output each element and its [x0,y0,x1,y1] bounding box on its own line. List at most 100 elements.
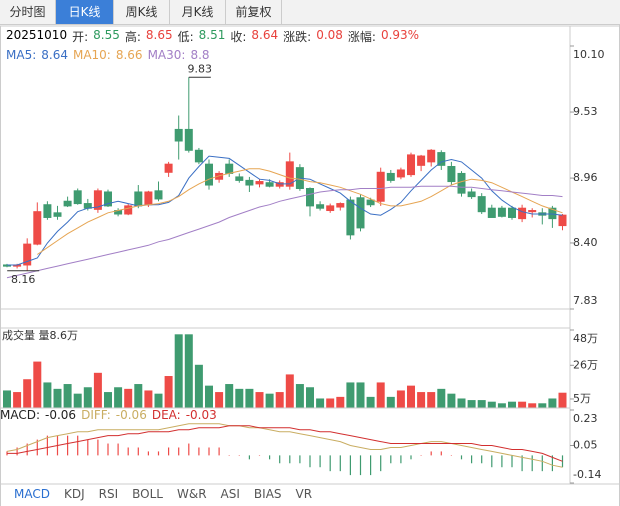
volume-bar [457,398,466,408]
volume-bar [174,334,183,408]
macd-bar [501,455,503,468]
macd-bar [168,447,170,456]
volume-bar [336,396,345,408]
tab[interactable]: 前复权 [226,0,282,24]
line-series [37,168,563,255]
candle-body [457,172,466,194]
volume-bar [447,393,456,408]
indicator-tab[interactable]: VR [295,487,313,501]
indicator-tab[interactable]: W&R [176,487,207,501]
macd-bar [117,443,119,456]
candle-body [396,169,405,178]
macd-bar [440,451,442,456]
macd-bar [87,439,89,456]
macd-bar [491,455,493,468]
line-series [6,423,563,468]
indicator-tab[interactable]: ASI [220,487,240,501]
macd-bar [450,455,452,456]
y-tick-label: 26万 [573,358,598,371]
volume-bar [43,382,52,408]
info-value: 8.65 [145,28,173,42]
candle-body [528,210,537,213]
line-series [7,155,563,266]
candle-body [437,152,446,166]
indicator-tabs: MACD KDJ RSI BOLL W&R ASI BIAS VR [14,487,312,501]
macd-bar [531,455,533,472]
legend-name: DIFF: [81,408,111,422]
line-series [6,185,563,279]
period-tabs: 分时图 日K线 周K线 月K线 前复权 [0,0,620,25]
volume-bar [346,382,355,408]
tab[interactable]: 分时图 [0,0,56,24]
candle-body [53,212,62,217]
volume-bar [477,400,486,408]
candle-body [285,161,294,187]
indicator-tab[interactable]: MACD [14,487,50,501]
macd-bar [329,455,331,472]
macd-bar [471,455,473,464]
macd-bar [228,455,230,456]
macd-bar [359,455,362,476]
macd-bar [269,455,271,460]
candle-body [104,191,112,207]
macd-bar [390,455,392,464]
candle-body [548,207,557,220]
candle-body [225,163,234,174]
candle-body [407,154,415,176]
volume-bar [255,392,264,408]
volume-bar [73,393,82,408]
candle-body [376,171,385,202]
macd-bar [460,455,463,460]
candle-body [467,191,476,198]
volume-bar [306,387,314,408]
volume-bar [366,396,375,408]
volume-bar [33,361,42,408]
indicator-tab[interactable]: RSI [98,487,119,501]
candle-body [427,149,436,163]
volume-bar [548,398,557,408]
date: 20251010 [6,28,68,42]
tab[interactable]: 日K线 [56,0,114,24]
candle-body [235,176,244,181]
volume-bar [235,388,244,408]
volume-bar [104,392,112,408]
y-tick-label: 0.23 [573,412,598,425]
volume-bar [63,384,72,408]
macd-bar [279,455,281,464]
legend-value: -0.03 [185,408,217,422]
legend-value: 8.64 [41,48,68,62]
macd-bar [380,455,382,472]
info-value: 8.51 [198,28,226,42]
macd-bar [420,455,422,456]
volume-bar [487,401,496,408]
volume-bar [245,388,254,408]
macd-bar [248,455,250,460]
candle-body [93,190,102,210]
tab[interactable]: 月K线 [170,0,226,24]
volume-bar [528,403,537,408]
info-row: 20251010 开: 8.55 高: 8.65 低: 8.51 收: 8.64 涨跌: 0.08 涨… [6,28,419,45]
indicator-tab[interactable]: BIAS [253,487,282,501]
tab[interactable]: 周K线 [114,0,170,24]
indicator-tab[interactable]: KDJ [63,487,85,501]
y-tick-label: -0.14 [573,468,601,481]
macd-legend: MACD: -0.06 DIFF: -0.06 DEA: -0.03 [0,408,217,422]
candle-body [366,199,375,206]
candle-body [497,207,506,217]
macd-bar [238,455,240,456]
volume-bar [225,384,234,408]
candle-body [194,149,203,163]
macd-bar [208,447,210,456]
legend-value: -0.06 [115,408,147,422]
candle-body [215,172,224,180]
candle-body [275,182,284,187]
volume-bar [407,385,415,408]
y-tick-label: 0.05 [573,439,598,452]
volume-bar [23,379,32,408]
volume-bar [497,403,506,408]
indicator-tab[interactable]: BOLL [132,487,163,501]
candle-body [174,128,183,142]
macd-bar [258,455,261,456]
